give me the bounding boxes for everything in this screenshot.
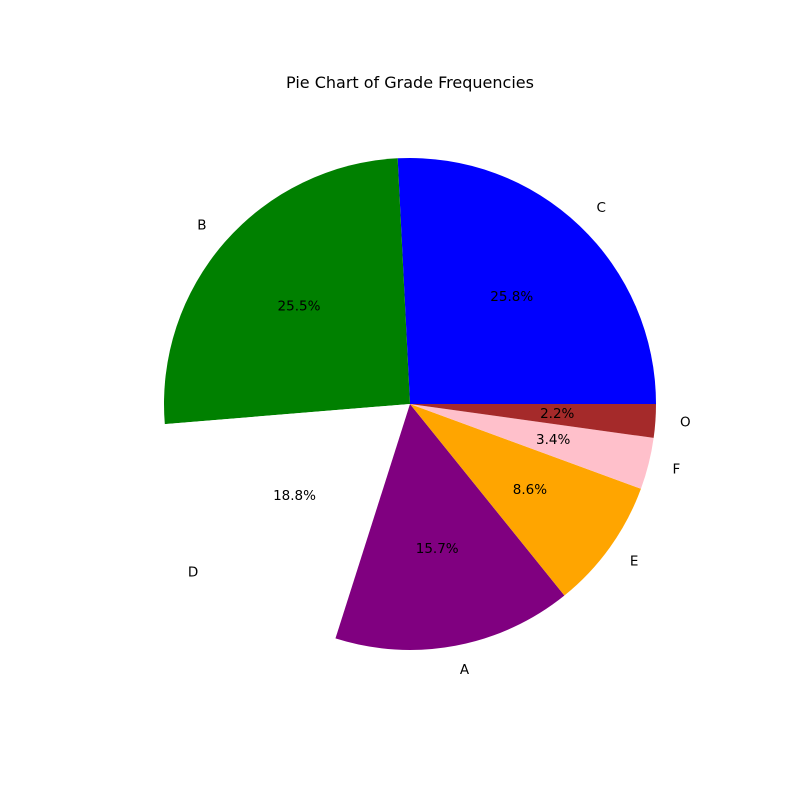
pie-labels: C 25.8% B 25.5% D 18.8% A 15.7% E 8.6% F 3.4% O 2.2% xyxy=(188,200,691,678)
slice-label-b: B xyxy=(197,218,206,234)
slice-label-o: O xyxy=(680,415,691,431)
pie-slice-c xyxy=(397,158,656,404)
pie-slice-o xyxy=(410,404,656,438)
pie-slice-b xyxy=(164,158,410,425)
chart-title: Pie Chart of Grade Frequencies xyxy=(286,73,534,92)
pie-slices xyxy=(164,158,656,650)
pie-slice-f xyxy=(410,404,654,489)
pie-slice-a xyxy=(335,404,565,650)
percent-label-d: 18.8% xyxy=(273,488,316,504)
pie-slice-d xyxy=(164,404,410,639)
slice-label-f: F xyxy=(673,462,681,478)
percent-label-f: 3.4% xyxy=(536,432,570,448)
slice-label-d: D xyxy=(188,565,198,581)
pie-slice-e xyxy=(410,404,641,596)
percent-label-c: 25.8% xyxy=(490,289,533,305)
percent-label-o: 2.2% xyxy=(540,406,574,422)
percent-label-e: 8.6% xyxy=(513,482,547,498)
percent-label-a: 15.7% xyxy=(416,541,459,557)
slice-label-a: A xyxy=(460,662,470,678)
slice-label-e: E xyxy=(630,554,639,570)
slice-label-c: C xyxy=(596,200,605,216)
percent-label-b: 25.5% xyxy=(278,299,321,315)
